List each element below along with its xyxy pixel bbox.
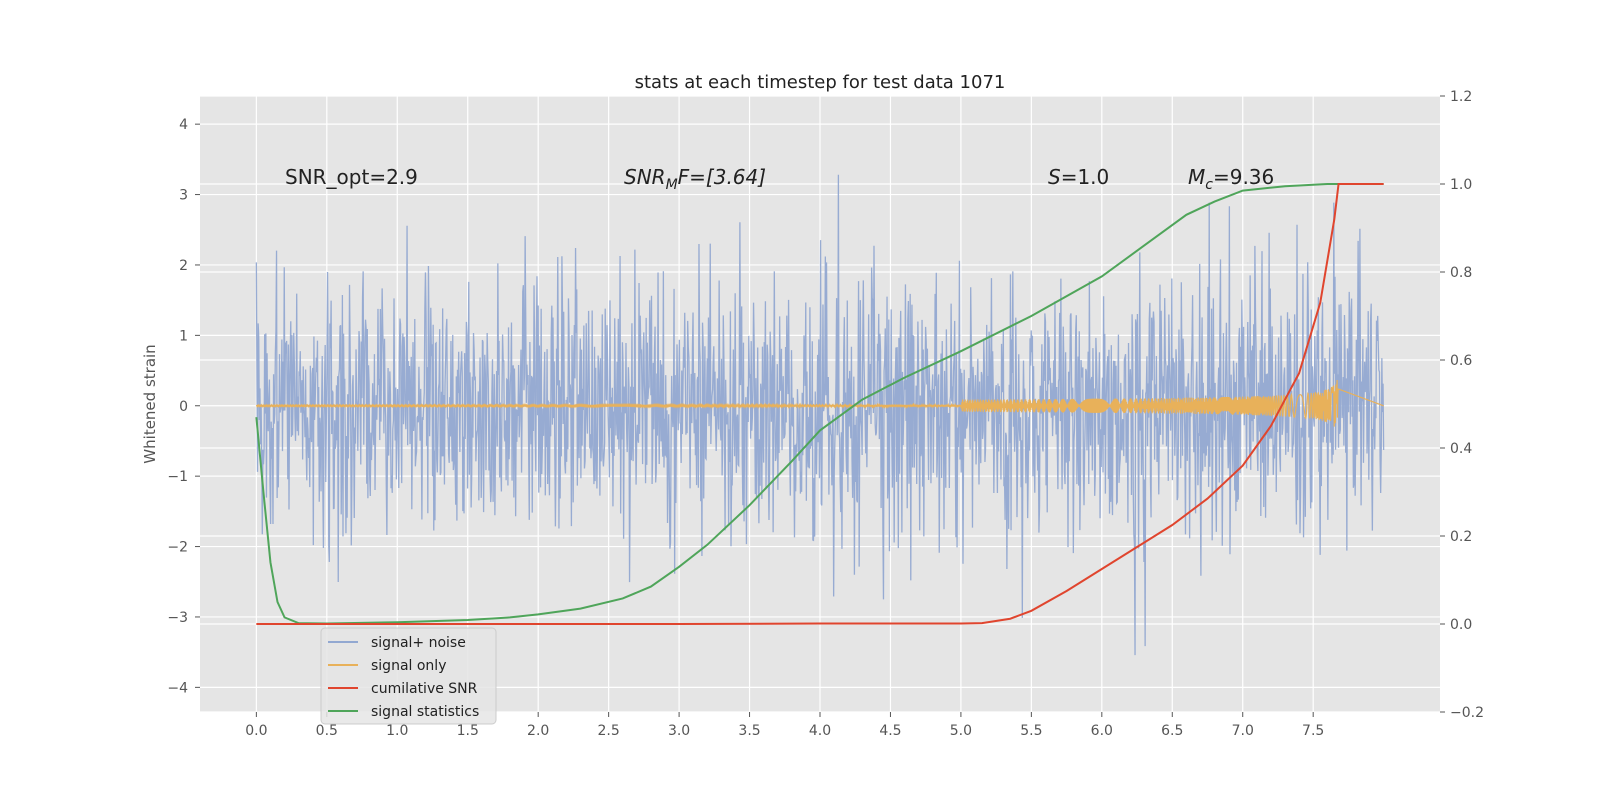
x-tick-label: 7.5 <box>1302 723 1324 739</box>
y2-tick-label: 0.0 <box>1450 617 1472 633</box>
series-signal-plus-noise <box>255 174 1385 656</box>
x-tick-label: 5.0 <box>950 723 972 739</box>
x-tick-label: 2.5 <box>598 723 620 739</box>
axes-layer: 0.0 0.5 1.0 1.5 2.0 2.5 3.0 3.5 4.0 4.5 5.0 5.5 6.0 6… <box>167 89 1484 739</box>
annotation-snr-opt: SNR_opt=2.9 <box>285 165 418 189</box>
y2-tick-label: 0.8 <box>1450 265 1472 281</box>
annotation-snr-mf: SNRMF=[3.64] <box>624 165 766 193</box>
y-axis-label: Whitened strain <box>141 344 159 463</box>
x-tick-label: 4.5 <box>879 723 901 739</box>
series-layer <box>255 174 1385 656</box>
legend-label: signal+ noise <box>371 635 466 651</box>
x-tick-label: 0.5 <box>316 723 338 739</box>
y-tick-label: 2 <box>179 258 188 274</box>
annotation-snr-mf-rest: F=[3.64] <box>678 165 766 189</box>
y2-tick-label: 0.2 <box>1450 529 1472 545</box>
y-tick-label: 1 <box>179 328 188 344</box>
legend-label: cumilative SNR <box>371 681 478 697</box>
series-signal-only <box>255 379 1384 427</box>
y-tick-label: −3 <box>167 610 188 626</box>
series-cumulative-snr <box>256 183 1384 625</box>
x-tick-label: 6.5 <box>1161 723 1183 739</box>
x-tick-label: 3.5 <box>738 723 760 739</box>
y2-tick-label: 1.2 <box>1450 89 1472 105</box>
y-tick-label: 0 <box>179 399 188 415</box>
x-tick-label: 7.0 <box>1232 723 1254 739</box>
x-tick-label: 4.0 <box>809 723 831 739</box>
annotation-snr-mf-main: SNR <box>624 165 666 189</box>
x-tick-label: 2.0 <box>527 723 549 739</box>
x-tick-label: 0.0 <box>245 723 267 739</box>
legend-label: signal statistics <box>371 704 479 720</box>
y2-tick-label: 1.0 <box>1450 177 1472 193</box>
annotation-s-main: S <box>1048 165 1061 189</box>
annotation-mc-rest: =9.36 <box>1213 165 1274 189</box>
annotation-s-rest: =1.0 <box>1061 165 1110 189</box>
x-tick-label: 6.0 <box>1091 723 1113 739</box>
x-tick-label: 5.5 <box>1020 723 1042 739</box>
x-tick-label: 3.0 <box>668 723 690 739</box>
annotation-snr-mf-sub: M <box>666 177 678 193</box>
annotation-mc-sub: c <box>1205 177 1213 193</box>
annotation-s: S=1.0 <box>1048 165 1109 189</box>
y2-tick-label: 0.4 <box>1450 441 1472 457</box>
legend: signal+ noise signal only cumilative SNR si… <box>320 627 497 725</box>
y-tick-label: −2 <box>167 540 188 556</box>
y-tick-label: −4 <box>167 680 188 696</box>
legend-box <box>320 627 497 725</box>
legend-label: signal only <box>371 658 446 674</box>
y-tick-label: 3 <box>179 188 188 204</box>
y2-tick-label: −0.2 <box>1450 705 1484 721</box>
y-tick-label: −1 <box>167 469 188 485</box>
annotation-mc: Mc=9.36 <box>1188 165 1274 193</box>
x-tick-label: 1.5 <box>457 723 479 739</box>
annotation-mc-main: M <box>1188 165 1205 189</box>
y-tick-label: 4 <box>179 117 188 133</box>
x-tick-label: 1.0 <box>386 723 408 739</box>
y2-tick-label: 0.6 <box>1450 353 1472 369</box>
chart-title: stats at each timestep for test data 107… <box>635 72 1006 93</box>
